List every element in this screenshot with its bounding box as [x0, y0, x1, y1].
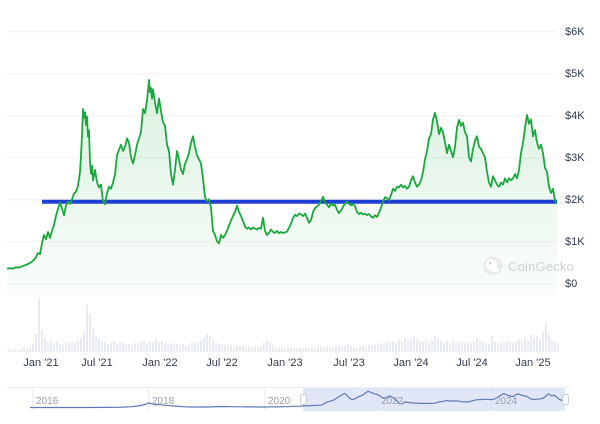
y-axis-label: $2K: [565, 193, 585, 206]
volume-bars: [8, 298, 559, 352]
x-axis-label: Jul '22: [206, 357, 238, 369]
navigator-year-label: 2018: [152, 396, 175, 407]
navigator-selection[interactable]: [303, 387, 565, 411]
y-axis-label: $4K: [565, 109, 585, 122]
y-axis-label: $3K: [565, 151, 585, 164]
coingecko-icon: [483, 256, 503, 276]
price-line: [6, 79, 558, 270]
navigator-year-label: 2024: [495, 396, 518, 407]
watermark: CoinGecko: [483, 256, 574, 276]
navigator-handle-right[interactable]: [562, 394, 569, 405]
navigator-chart[interactable]: [7, 387, 570, 411]
x-axis-label: Jul '21: [81, 357, 113, 369]
x-axis-label: Jan '22: [142, 357, 178, 369]
price-area-fill: [7, 80, 557, 295]
watermark-label: CoinGecko: [508, 258, 575, 274]
navigator-handle-left[interactable]: [300, 394, 307, 405]
y-axis-label: $5K: [565, 67, 585, 80]
y-axis-label: $6K: [565, 25, 585, 38]
y-axis-label: $1K: [565, 235, 585, 248]
x-axis-label: Jul '24: [456, 357, 488, 369]
navigator-year-label: 2016: [36, 396, 59, 407]
x-axis-label: Jul '23: [333, 357, 365, 369]
navigator-year-label: 2022: [381, 396, 404, 407]
y-axis-label: $0: [565, 277, 578, 290]
x-axis-label: Jan '25: [515, 357, 551, 369]
x-axis-label: Jan '24: [393, 357, 429, 369]
x-axis-label: Jan '21: [23, 357, 59, 369]
navigator-year-label: 2020: [268, 396, 291, 407]
x-axis-label: Jan '23: [267, 357, 303, 369]
